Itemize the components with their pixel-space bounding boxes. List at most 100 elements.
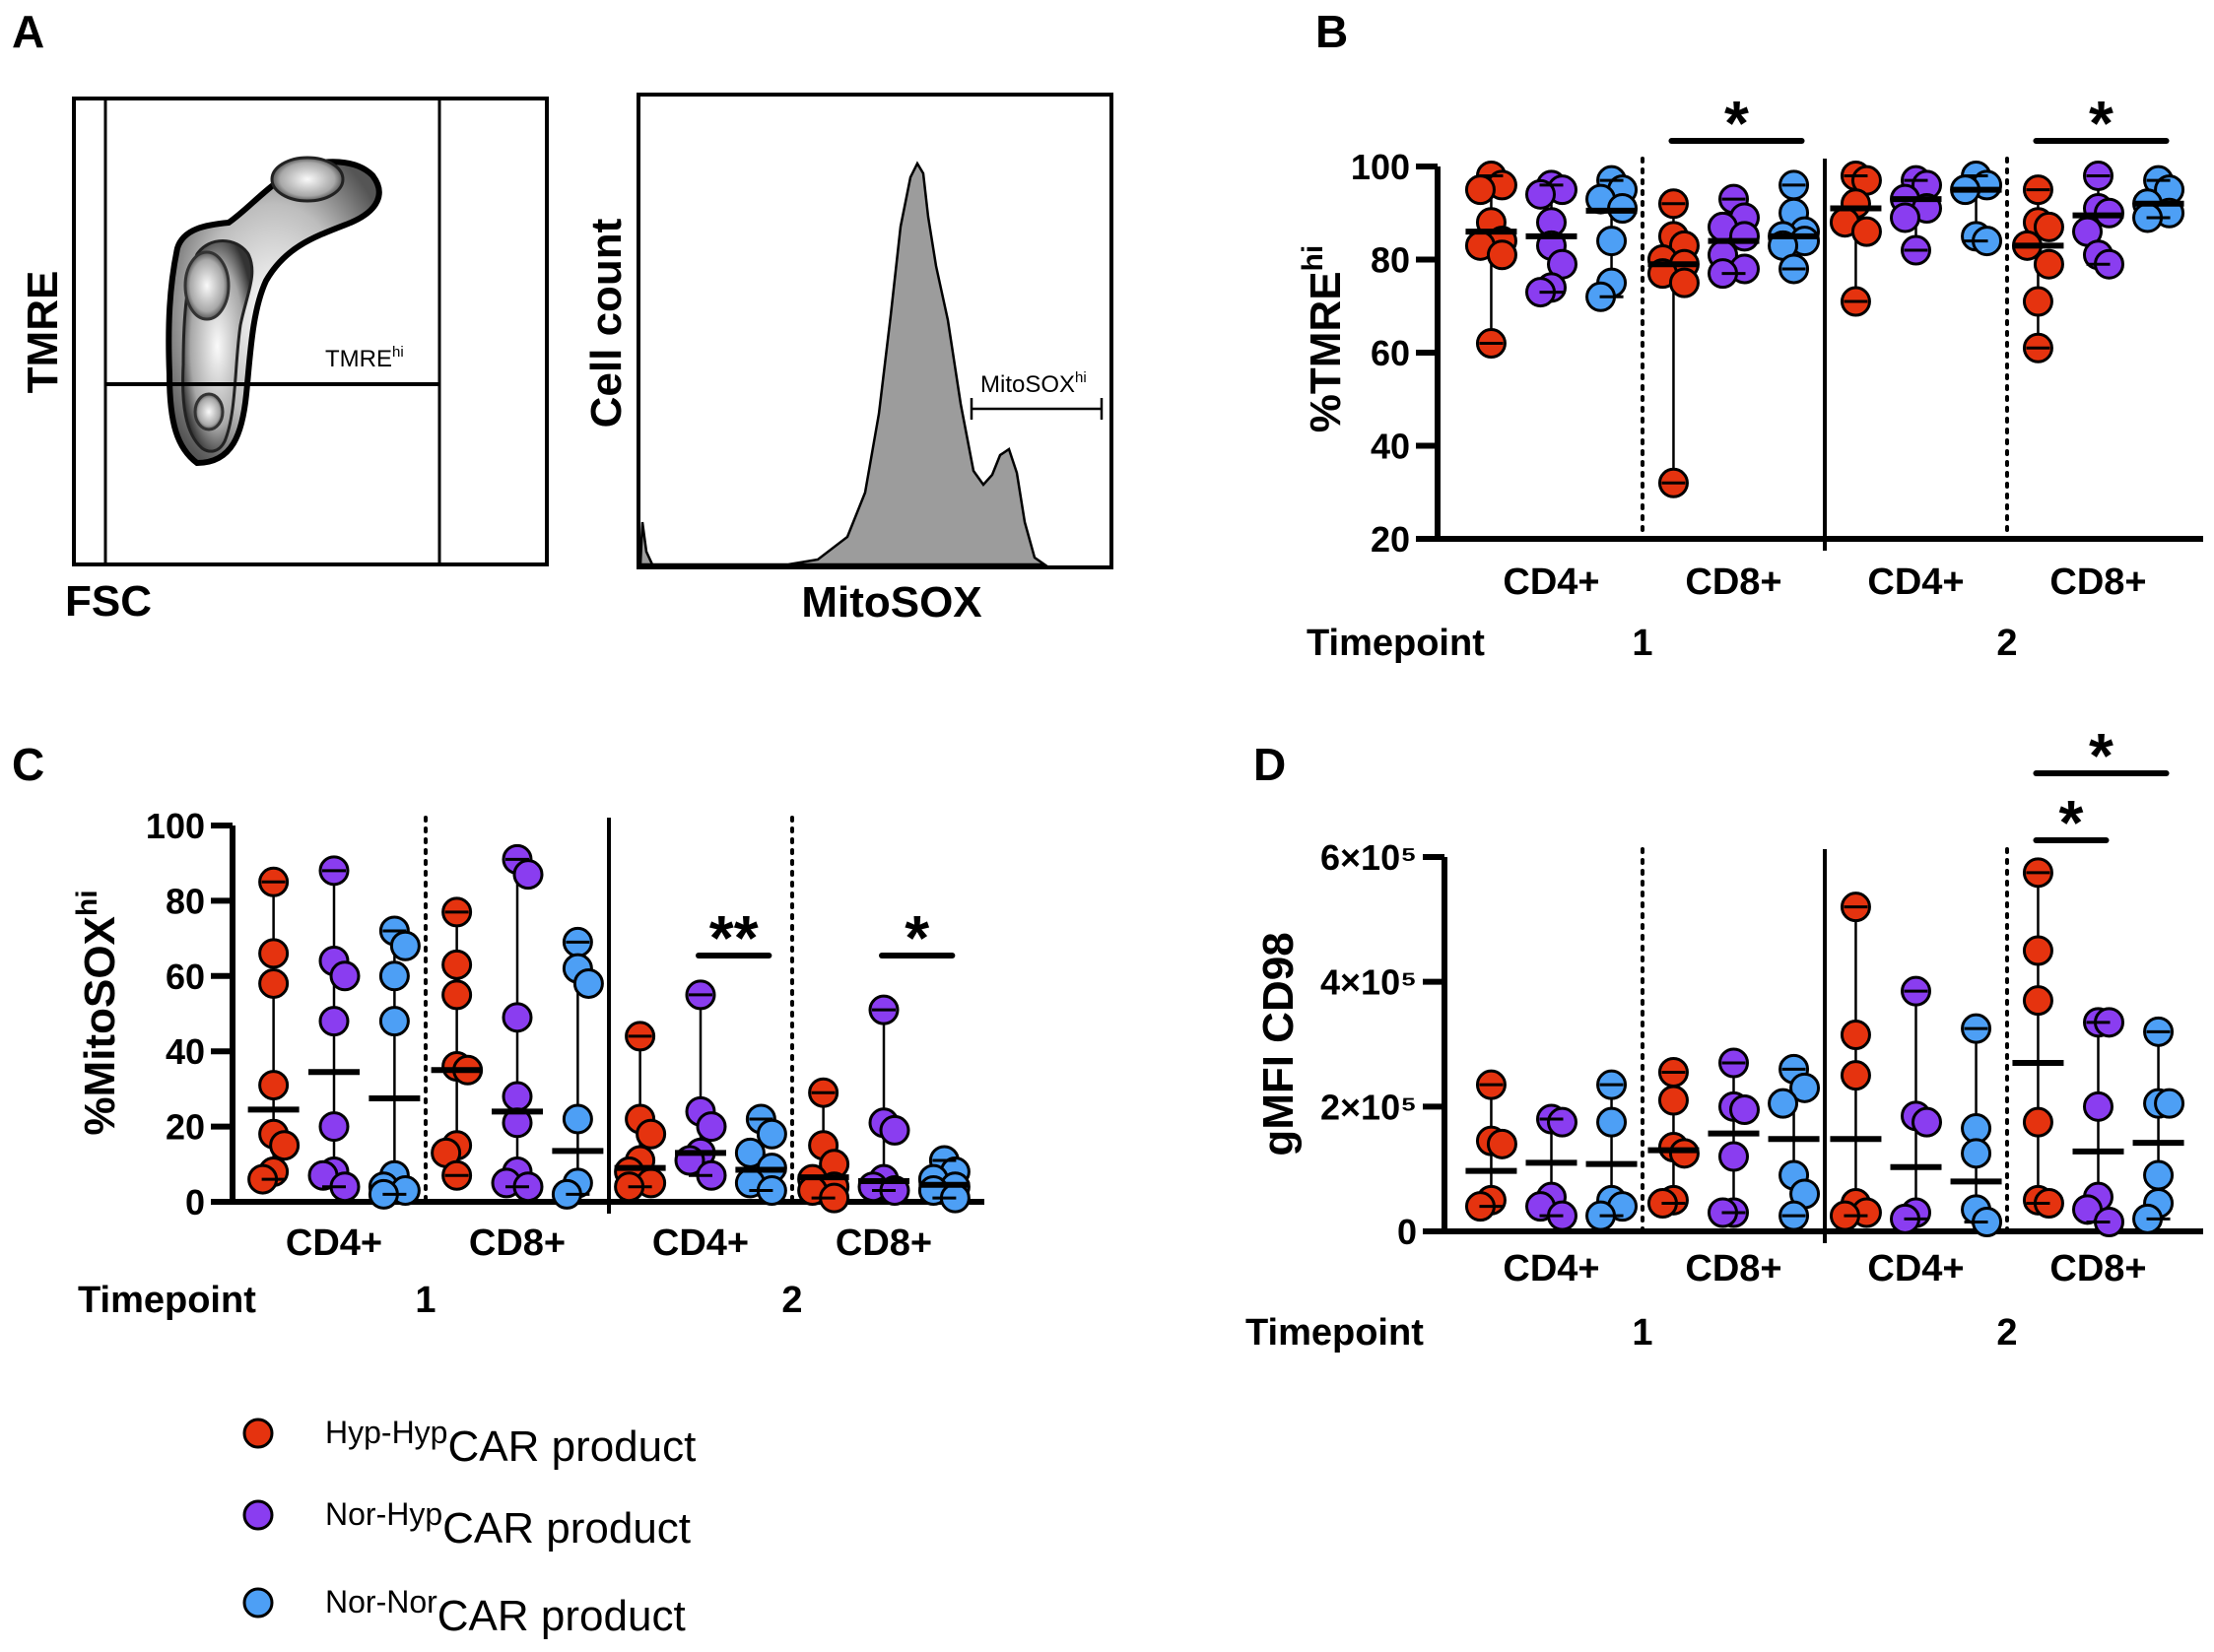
group-CD4-t2: CD4+ (1829, 892, 2003, 1289)
data-point (269, 1130, 301, 1161)
series-hyp-hyp (797, 1077, 850, 1214)
category-label: CD4+ (652, 1222, 749, 1264)
panel-a: A TMREhi TMRE FSC MitoSOXhi Cell count M… (12, 6, 1113, 627)
significance-label: * (2089, 720, 2113, 791)
series-nor-nor (734, 1103, 787, 1207)
data-point (1486, 1128, 1517, 1159)
group-CD8-t2: CD8+ (2011, 160, 2185, 603)
series-nor-nor (2132, 1016, 2185, 1234)
significance-label: ** (709, 902, 759, 973)
panel-c: C %MitoSOXhi 0 20 40 60 80 100 CD4+ CD8+ CD4+ CD8+ T… (12, 739, 984, 1321)
data-point (1961, 1138, 1992, 1169)
data-point (1464, 174, 1496, 206)
data-point (2083, 1090, 2113, 1122)
series-nor-nor (1950, 160, 2003, 257)
contour-top-right (270, 156, 345, 203)
series-hyp-hyp (1464, 1069, 1517, 1222)
data-point (1961, 1113, 1992, 1144)
y-axis-title: %MitoSOXhi (71, 890, 124, 1135)
mitosox-histogram: MitoSOXhi Cell count MitoSOX (582, 93, 1113, 627)
category-label: CD4+ (1503, 1248, 1599, 1289)
data-point (562, 1103, 593, 1135)
timepoint-label: 2 (1996, 623, 2017, 664)
data-point (1840, 1060, 1871, 1091)
data-point (2154, 1088, 2185, 1119)
data-point (378, 1006, 410, 1037)
series-nor-hyp (1890, 975, 1942, 1234)
legend-label: Nor-NorCAR product (325, 1584, 686, 1640)
series-nor-hyp (1525, 1103, 1577, 1231)
category-label: CD8+ (469, 1222, 566, 1264)
tmre-contour-plot: TMREhi TMRE FSC (19, 97, 549, 626)
series-nor-nor (1585, 1069, 1639, 1231)
legend-marker (242, 1418, 274, 1449)
data-point (378, 960, 410, 992)
data-point (318, 1006, 350, 1037)
timepoint-axis-label: Timepoint (1245, 1312, 1424, 1354)
data-point (2143, 1159, 2175, 1191)
y-tick-label: 100 (146, 806, 205, 846)
cell-count-axis-label: Cell count (582, 218, 631, 428)
data-point (441, 949, 473, 980)
data-point (636, 1118, 667, 1150)
data-point (1789, 1072, 1821, 1103)
group-CD8-t2: CD8+ (2012, 857, 2185, 1289)
group-CD4-t1: CD4+ (247, 855, 421, 1264)
group-CD4-t2: CD4+ (1829, 160, 2003, 603)
legend-label: Hyp-HypCAR product (325, 1415, 696, 1471)
series-nor-hyp (1708, 183, 1760, 290)
series-nor-nor (917, 1145, 971, 1214)
series-hyp-hyp (1829, 892, 1882, 1231)
data-point (2022, 1106, 2053, 1138)
data-point (1525, 178, 1556, 210)
legend: Hyp-HypCAR product Nor-HypCAR product No… (242, 1415, 696, 1640)
data-point (258, 967, 290, 999)
y-tick-label: 2×10⁵ (1320, 1087, 1417, 1127)
data-point (441, 979, 473, 1011)
legend-item-nor-hyp: Nor-HypCAR product (242, 1496, 691, 1553)
y-tick-label: 6×10⁵ (1320, 837, 1417, 878)
tmre-gate-label: TMREhi (325, 344, 404, 372)
y-tick-label: 40 (166, 1031, 205, 1072)
series-hyp-hyp (247, 866, 301, 1195)
series-hyp-hyp (2011, 174, 2064, 363)
data-point (502, 1002, 533, 1033)
data-point (1547, 1106, 1577, 1138)
data-point (879, 1114, 910, 1146)
panel-letter-d: D (1253, 739, 1286, 790)
timepoint-axis-label: Timepoint (78, 1280, 256, 1321)
data-point (572, 967, 604, 999)
data-point (2022, 935, 2053, 966)
series-nor-hyp (674, 979, 727, 1191)
series-nor-hyp (1525, 169, 1577, 308)
panel-letter-b: B (1315, 6, 1348, 57)
panel-letter-a: A (12, 6, 44, 57)
y-tick-label: 80 (1371, 240, 1410, 281)
y-tick-label: 20 (166, 1107, 205, 1148)
group-CD4-t1: CD4+ (1464, 1069, 1639, 1289)
data-point (2022, 985, 2053, 1017)
series-nor-nor (1768, 1053, 1821, 1231)
group-CD8-t2: CD8+ (797, 994, 971, 1264)
series-nor-hyp (2072, 1007, 2124, 1237)
y-tick-label: 0 (185, 1182, 205, 1222)
series-nor-nor (1950, 1013, 2003, 1237)
panel-letter-c: C (12, 739, 44, 790)
legend-marker (242, 1587, 274, 1619)
category-label: CD8+ (1685, 1248, 1781, 1289)
category-label: CD4+ (1867, 562, 1964, 603)
timepoint-label: 2 (1996, 1312, 2017, 1354)
series-nor-nor (368, 915, 421, 1210)
series-hyp-hyp (1646, 1057, 1700, 1219)
group-CD8-t1: CD8+ (1646, 169, 1821, 603)
category-label: CD8+ (836, 1222, 932, 1264)
data-point (1596, 1106, 1628, 1138)
legend-item-nor-nor: Nor-NorCAR product (242, 1584, 686, 1640)
plot-frame (72, 97, 549, 566)
group-CD4-t1: CD4+ (1464, 160, 1639, 603)
data-point (318, 1111, 350, 1143)
series-nor-hyp (857, 994, 910, 1207)
series-nor-hyp (1890, 165, 1942, 266)
